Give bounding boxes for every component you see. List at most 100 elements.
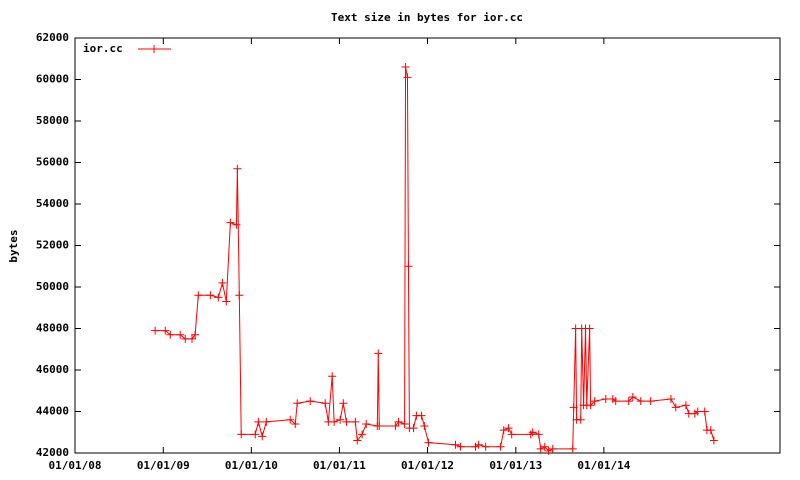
point [526, 430, 535, 439]
point [232, 220, 241, 229]
point [258, 432, 267, 441]
x-tick-label: 01/01/11 [313, 459, 366, 472]
point [671, 403, 680, 412]
point [375, 422, 384, 431]
point [358, 430, 367, 439]
point [401, 63, 410, 72]
y-tick-label: 42000 [36, 446, 69, 459]
y-tick-label: 62000 [36, 31, 69, 44]
point [706, 426, 715, 435]
point [237, 430, 246, 439]
point [293, 399, 302, 408]
point [342, 417, 351, 426]
point [254, 417, 263, 426]
point [262, 417, 271, 426]
point [646, 397, 655, 406]
y-tick-label: 58000 [36, 114, 69, 127]
x-tick-label: 01/01/12 [401, 459, 454, 472]
point [222, 297, 231, 306]
point [496, 442, 505, 451]
point [191, 330, 200, 339]
point [328, 372, 337, 381]
point [400, 419, 409, 428]
point [206, 291, 215, 300]
point [424, 438, 433, 447]
point [481, 442, 490, 451]
y-tick-label: 52000 [36, 239, 69, 252]
point [474, 440, 483, 449]
point [351, 417, 360, 426]
point [499, 426, 508, 435]
point [590, 397, 599, 406]
point [681, 401, 690, 410]
point [507, 430, 516, 439]
point [330, 417, 339, 426]
point [291, 419, 300, 428]
point [403, 73, 412, 82]
point [611, 397, 620, 406]
point [188, 334, 197, 343]
point [214, 293, 223, 302]
point [374, 349, 383, 358]
point [420, 422, 429, 431]
point [709, 436, 718, 445]
line [155, 66, 715, 452]
point [700, 407, 709, 416]
point [544, 446, 553, 455]
legend-label: ior.cc [83, 42, 123, 55]
x-tick-label: 01/01/08 [49, 459, 102, 472]
x-tick-label: 01/01/14 [577, 459, 630, 472]
point [391, 422, 400, 431]
point [233, 164, 242, 173]
point [504, 424, 513, 433]
point [353, 436, 362, 445]
plot-frame [74, 37, 781, 454]
point [568, 444, 577, 453]
y-tick-label: 50000 [36, 280, 69, 293]
point [151, 326, 160, 335]
y-tick-label: 60000 [36, 73, 69, 86]
y-tick-label: 44000 [36, 405, 69, 418]
point [569, 403, 578, 412]
point [693, 407, 702, 416]
point [586, 401, 595, 410]
point [194, 291, 203, 300]
point [636, 397, 645, 406]
point [394, 417, 403, 426]
legend-marker [150, 45, 158, 53]
y-tick-label: 56000 [36, 156, 69, 169]
point [576, 415, 585, 424]
x-tick-label: 01/01/13 [489, 459, 542, 472]
point [161, 326, 170, 335]
point [624, 397, 633, 406]
point [628, 392, 637, 401]
point [585, 324, 594, 333]
point [339, 399, 348, 408]
point [601, 395, 610, 404]
point [336, 415, 345, 424]
point [181, 334, 190, 343]
point [528, 428, 537, 437]
point [456, 442, 465, 451]
point [226, 218, 235, 227]
point [166, 330, 175, 339]
x-tick-label: 01/01/10 [225, 459, 278, 472]
y-tick-label: 48000 [36, 322, 69, 335]
point [404, 262, 413, 271]
y-axis-label: bytes [7, 229, 20, 262]
point [286, 415, 295, 424]
point [417, 411, 426, 420]
point [536, 444, 545, 453]
point [251, 430, 260, 439]
chart-title: Text size in bytes for ior.cc [331, 11, 523, 24]
y-tick-label: 54000 [36, 197, 69, 210]
point [176, 330, 185, 339]
point [451, 440, 460, 449]
point [362, 419, 371, 428]
x-tick-label: 01/01/09 [137, 459, 190, 472]
point [540, 442, 549, 451]
point [548, 444, 557, 453]
y-tick-label: 46000 [36, 363, 69, 376]
point [321, 399, 330, 408]
